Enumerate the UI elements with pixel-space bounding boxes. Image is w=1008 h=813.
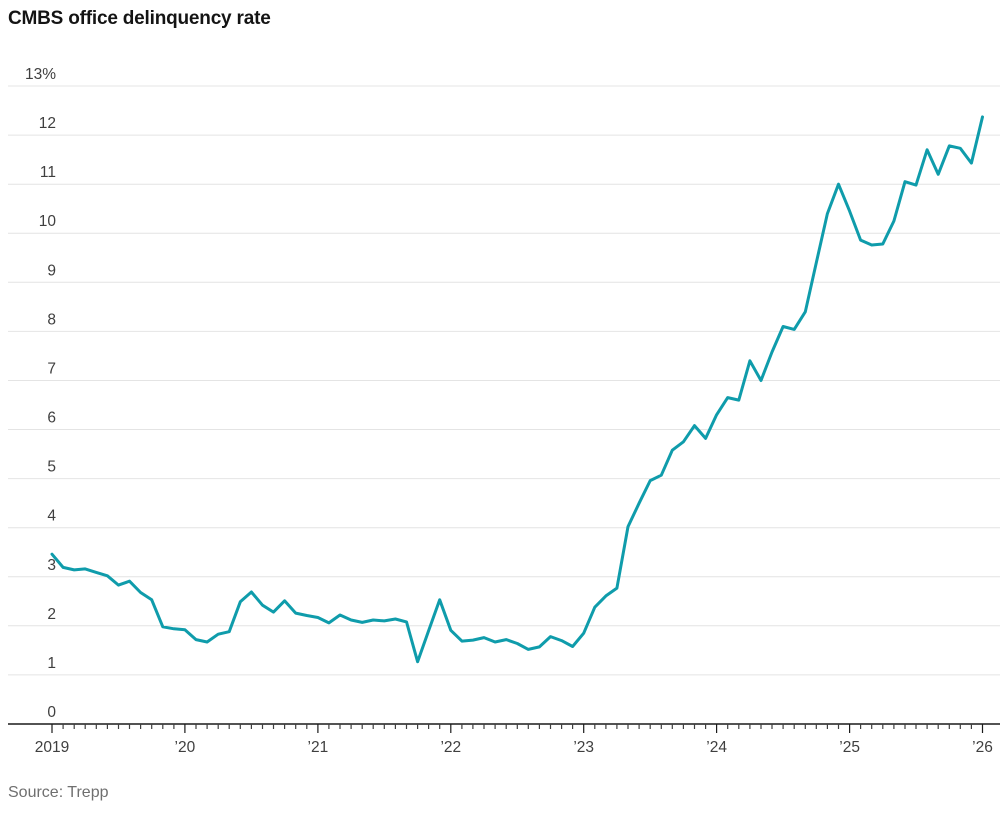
x-axis-labels: 2019 ’20 ’21 ’22 ’23 ’24 ’25 ’26 [35, 739, 993, 756]
svg-text:10: 10 [39, 213, 57, 230]
gridlines [8, 85, 1000, 676]
svg-text:4: 4 [47, 508, 56, 525]
svg-text:11: 11 [40, 164, 56, 181]
svg-text:’24: ’24 [706, 739, 727, 756]
svg-text:9: 9 [47, 262, 56, 279]
svg-text:12: 12 [39, 115, 56, 132]
svg-text:6: 6 [47, 410, 56, 427]
svg-text:8: 8 [47, 311, 56, 328]
svg-text:’20: ’20 [175, 739, 196, 756]
svg-text:’23: ’23 [573, 739, 594, 756]
delinquency-rate-line [50, 115, 984, 664]
svg-text:0: 0 [47, 704, 56, 721]
svg-text:2019: 2019 [35, 739, 69, 756]
svg-text:13%: 13% [25, 66, 56, 83]
svg-text:’21: ’21 [308, 739, 329, 756]
x-axis-ticks [51, 724, 984, 733]
svg-text:’26: ’26 [972, 739, 993, 756]
svg-text:2: 2 [47, 606, 56, 623]
svg-text:7: 7 [47, 361, 56, 378]
chart-source: Source: Trepp [8, 784, 109, 801]
svg-text:1: 1 [47, 655, 56, 672]
svg-text:’22: ’22 [440, 739, 461, 756]
svg-text:5: 5 [47, 459, 56, 476]
chart-title: CMBS office delinquency rate [8, 8, 271, 29]
svg-text:3: 3 [47, 557, 56, 574]
svg-text:’25: ’25 [839, 739, 860, 756]
